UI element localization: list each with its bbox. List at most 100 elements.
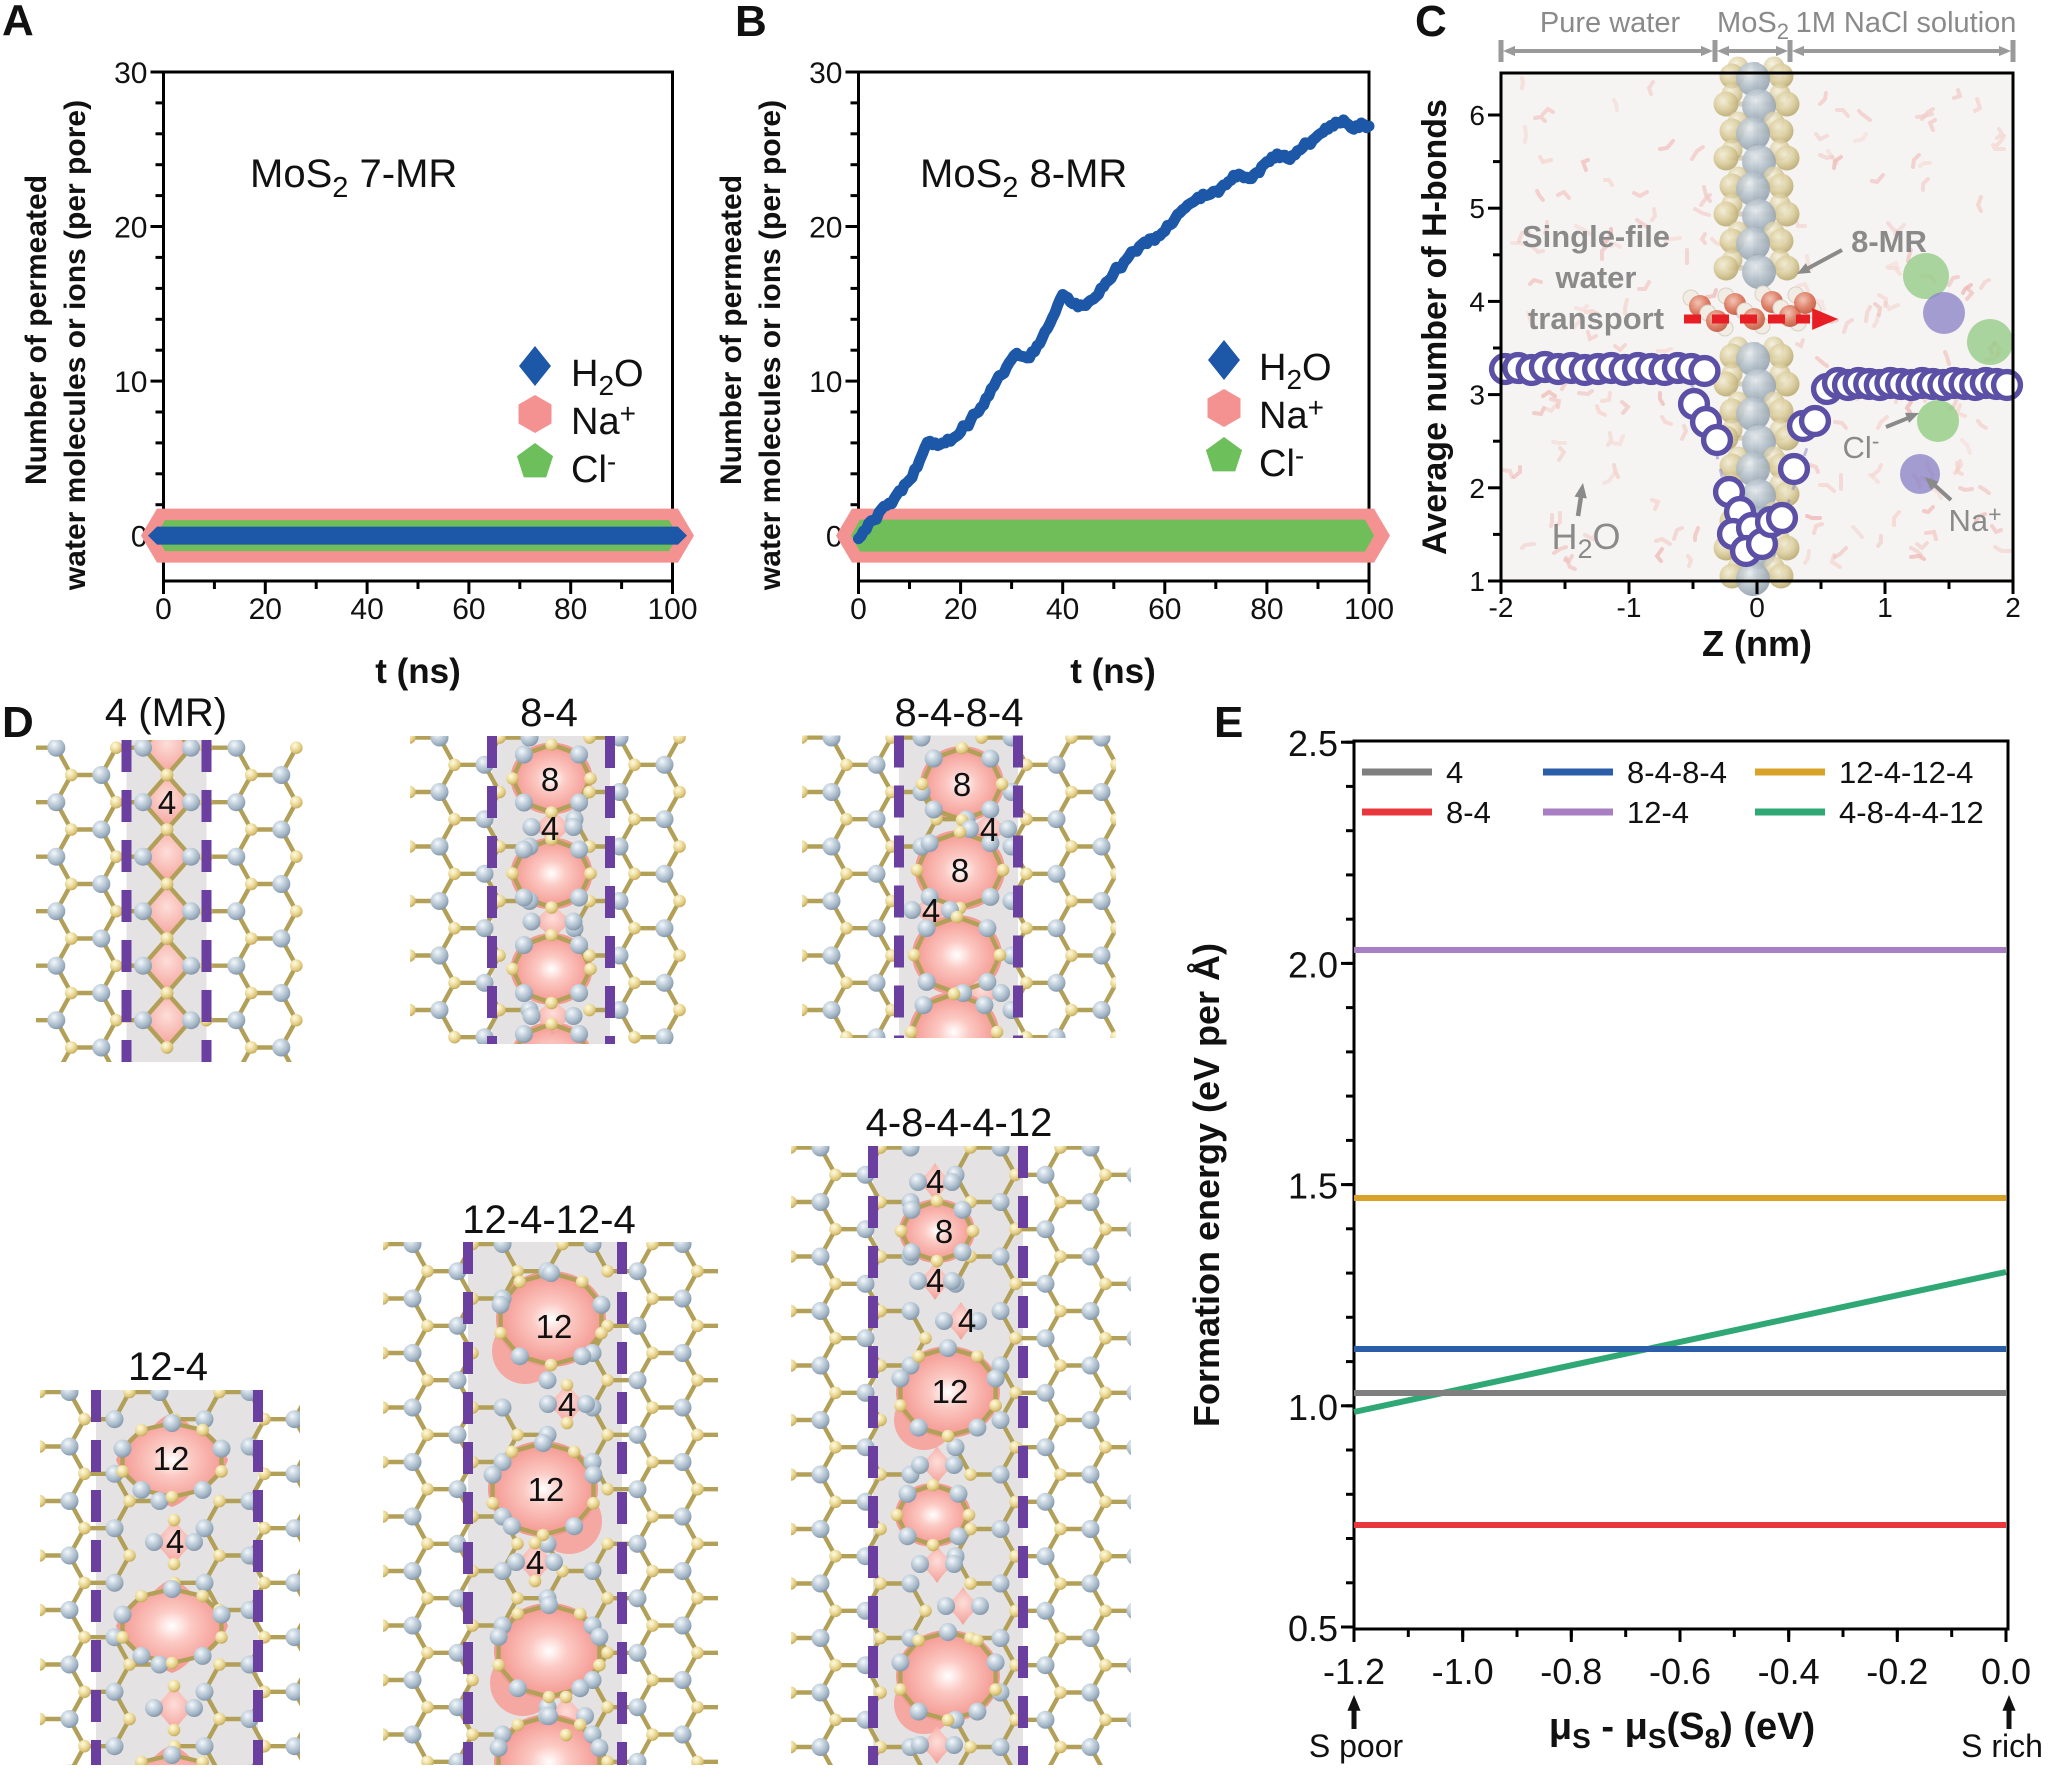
- svg-text:12: 12: [153, 1440, 190, 1477]
- svg-text:-1.0: -1.0: [1432, 1651, 1494, 1692]
- svg-text:2: 2: [1469, 473, 1485, 504]
- svg-text:μS - μS(S8) (eV): μS - μS(S8) (eV): [1549, 1706, 1815, 1754]
- svg-text:0.0: 0.0: [1981, 1651, 2031, 1692]
- svg-text:D: D: [2, 698, 34, 747]
- svg-text:1: 1: [1469, 566, 1485, 597]
- svg-text:4: 4: [980, 811, 998, 848]
- svg-text:12: 12: [536, 1308, 573, 1345]
- svg-text:20: 20: [114, 212, 147, 245]
- svg-text:4: 4: [158, 784, 176, 821]
- svg-text:water molecules or ions (per p: water molecules or ions (per pore): [754, 100, 787, 591]
- svg-text:8-4-8-4: 8-4-8-4: [895, 691, 1024, 735]
- svg-text:Formation energy (eV per Å): Formation energy (eV per Å): [1186, 943, 1227, 1427]
- svg-text:4: 4: [558, 1386, 576, 1423]
- svg-text:8: 8: [953, 766, 971, 803]
- svg-text:transport: transport: [1528, 301, 1664, 336]
- svg-text:80: 80: [1250, 593, 1283, 626]
- svg-text:4: 4: [926, 1163, 944, 1200]
- svg-text:water molecules or ions (per p: water molecules or ions (per pore): [59, 100, 92, 591]
- svg-text:S poor: S poor: [1309, 1728, 1404, 1764]
- svg-text:2.0: 2.0: [1288, 944, 1338, 985]
- svg-text:80: 80: [554, 593, 587, 626]
- svg-text:1: 1: [1877, 592, 1893, 623]
- svg-text:-0.4: -0.4: [1758, 1651, 1820, 1692]
- svg-text:t (ns): t (ns): [1070, 652, 1156, 691]
- svg-text:4: 4: [958, 1302, 976, 1339]
- svg-text:12: 12: [932, 1373, 969, 1410]
- svg-text:2.5: 2.5: [1288, 723, 1338, 764]
- svg-text:A: A: [2, 0, 34, 45]
- svg-text:MoS2 8-MR: MoS2 8-MR: [920, 152, 1127, 204]
- svg-text:4: 4: [1469, 286, 1485, 317]
- svg-text:3: 3: [1469, 380, 1485, 411]
- svg-text:30: 30: [114, 57, 147, 90]
- svg-text:4 (MR): 4 (MR): [105, 691, 227, 735]
- svg-text:12-4-12-4: 12-4-12-4: [462, 1198, 635, 1242]
- svg-text:10: 10: [809, 366, 842, 399]
- svg-text:12-4-12-4: 12-4-12-4: [1839, 755, 1973, 790]
- svg-text:1.0: 1.0: [1288, 1387, 1338, 1428]
- svg-text:4: 4: [1446, 755, 1463, 790]
- svg-text:12: 12: [528, 1471, 565, 1508]
- svg-text:12-4: 12-4: [128, 1345, 208, 1389]
- svg-text:60: 60: [1148, 593, 1181, 626]
- svg-text:Number of permeated: Number of permeated: [715, 175, 748, 485]
- svg-text:0: 0: [131, 521, 148, 554]
- svg-text:30: 30: [809, 57, 842, 90]
- svg-text:E: E: [1214, 698, 1243, 747]
- svg-text:8-4-8-4: 8-4-8-4: [1627, 755, 1727, 790]
- svg-text:6: 6: [1469, 100, 1485, 131]
- svg-text:0: 0: [850, 593, 867, 626]
- svg-text:H2O: H2O: [1259, 347, 1332, 395]
- svg-text:0: 0: [826, 521, 843, 554]
- svg-text:1M NaCl solution: 1M NaCl solution: [1796, 7, 2017, 39]
- svg-text:0: 0: [1749, 592, 1765, 623]
- svg-text:0.5: 0.5: [1288, 1608, 1338, 1649]
- svg-text:Number of permeated: Number of permeated: [20, 175, 53, 485]
- svg-text:t (ns): t (ns): [375, 652, 461, 691]
- svg-text:4-8-4-4-12: 4-8-4-4-12: [866, 1101, 1053, 1145]
- svg-text:20: 20: [809, 212, 842, 245]
- svg-text:60: 60: [452, 593, 485, 626]
- svg-text:B: B: [735, 0, 767, 46]
- svg-text:1.5: 1.5: [1288, 1166, 1338, 1207]
- svg-text:4: 4: [541, 810, 559, 847]
- svg-text:5: 5: [1469, 193, 1485, 224]
- svg-text:20: 20: [249, 593, 282, 626]
- svg-text:100: 100: [647, 593, 697, 626]
- svg-text:40: 40: [350, 593, 383, 626]
- svg-text:0: 0: [155, 593, 172, 626]
- svg-text:12-4: 12-4: [1627, 795, 1689, 830]
- svg-text:Z (nm): Z (nm): [1702, 623, 1812, 664]
- svg-text:Single-file: Single-file: [1522, 219, 1670, 254]
- svg-text:MoS2 7-MR: MoS2 7-MR: [250, 152, 457, 204]
- svg-text:H2O: H2O: [571, 353, 644, 401]
- svg-text:water: water: [1555, 260, 1637, 295]
- svg-text:20: 20: [944, 593, 977, 626]
- svg-text:4: 4: [166, 1523, 184, 1560]
- svg-text:Na+: Na+: [1948, 501, 2001, 538]
- svg-text:8: 8: [951, 852, 969, 889]
- svg-text:-1: -1: [1617, 592, 1642, 623]
- svg-text:8-MR: 8-MR: [1851, 224, 1927, 259]
- svg-text:-0.2: -0.2: [1866, 1651, 1928, 1692]
- svg-text:10: 10: [114, 366, 147, 399]
- svg-text:Average number of H-bonds: Average number of H-bonds: [1416, 99, 1454, 555]
- svg-text:-1.2: -1.2: [1323, 1651, 1385, 1692]
- svg-text:8: 8: [935, 1213, 953, 1250]
- svg-text:4: 4: [526, 1544, 544, 1581]
- svg-text:C: C: [1415, 0, 1447, 46]
- svg-text:Pure water: Pure water: [1540, 7, 1681, 39]
- svg-text:-0.6: -0.6: [1649, 1651, 1711, 1692]
- svg-text:8-4: 8-4: [520, 691, 578, 735]
- svg-text:4: 4: [926, 1262, 944, 1299]
- svg-text:-2: -2: [1489, 592, 1514, 623]
- svg-text:8: 8: [541, 761, 559, 798]
- svg-text:40: 40: [1046, 593, 1079, 626]
- svg-text:4: 4: [922, 892, 940, 929]
- svg-text:4-8-4-4-12: 4-8-4-4-12: [1839, 795, 1984, 830]
- svg-text:2: 2: [2005, 592, 2021, 623]
- svg-text:100: 100: [1344, 593, 1394, 626]
- svg-text:8-4: 8-4: [1446, 795, 1491, 830]
- svg-text:-0.8: -0.8: [1540, 1651, 1602, 1692]
